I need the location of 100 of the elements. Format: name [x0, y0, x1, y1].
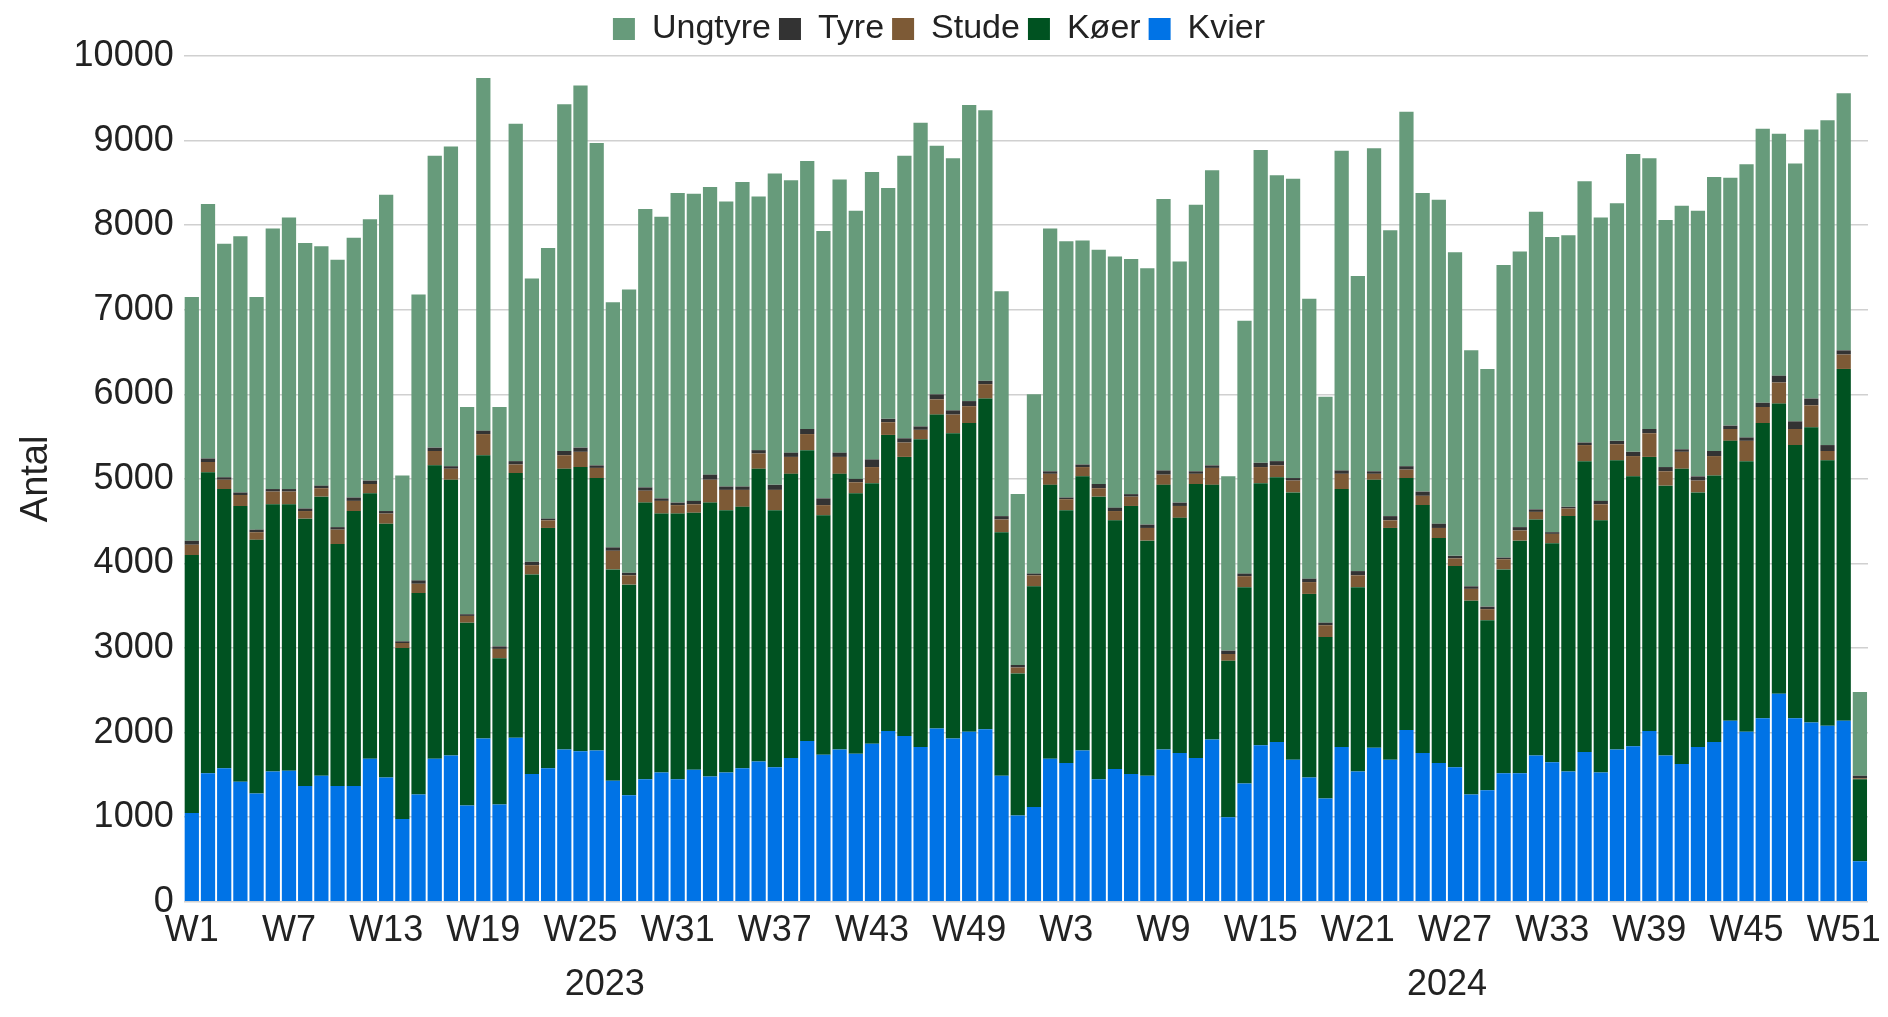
bar	[1674, 205, 1689, 450]
bar	[1043, 228, 1058, 472]
bar	[1447, 767, 1463, 902]
bar	[1528, 519, 1544, 756]
bar	[1253, 462, 1268, 468]
bar	[1755, 718, 1770, 902]
y-axis-title: Antal	[13, 435, 56, 523]
bar	[848, 753, 863, 902]
bar	[1318, 396, 1333, 623]
bar	[1366, 479, 1382, 748]
bar	[1140, 540, 1155, 776]
bar	[1156, 749, 1171, 902]
bar	[1188, 473, 1204, 484]
bar	[1642, 730, 1657, 902]
text: 2024	[1406, 961, 1487, 1003]
bar	[1739, 440, 1754, 462]
bar	[994, 516, 1009, 520]
bar	[1415, 495, 1430, 506]
bar	[281, 770, 297, 902]
bar	[1350, 275, 1365, 572]
bar	[686, 193, 701, 501]
bar	[265, 228, 280, 490]
bar	[1739, 731, 1754, 902]
bar	[1674, 468, 1689, 764]
bar	[1626, 746, 1641, 902]
bar	[1820, 450, 1835, 461]
bar	[1026, 394, 1042, 574]
bar	[1334, 470, 1349, 474]
bar	[1447, 558, 1463, 567]
bar	[994, 532, 1009, 776]
bar	[1156, 474, 1171, 485]
x-tick-label: W27	[1418, 908, 1493, 950]
bar	[1642, 456, 1657, 731]
bar	[443, 479, 459, 756]
bar	[1771, 403, 1787, 694]
bar	[1059, 763, 1074, 902]
bar	[508, 123, 523, 462]
bar	[1788, 718, 1803, 902]
bar	[298, 242, 313, 509]
bar	[994, 775, 1009, 902]
bar	[298, 785, 313, 902]
bar	[1172, 752, 1187, 902]
bar	[411, 294, 426, 581]
bar	[1512, 773, 1527, 902]
bar	[1204, 170, 1220, 466]
bar	[1026, 807, 1042, 902]
bar	[281, 504, 297, 771]
bar	[929, 394, 944, 400]
bar	[1707, 450, 1722, 457]
bar	[1107, 511, 1123, 521]
x-tick-label: W19	[446, 908, 521, 950]
bar	[330, 544, 345, 786]
bar	[1172, 505, 1187, 518]
bar	[362, 219, 378, 481]
bar	[881, 730, 896, 902]
bar	[1658, 755, 1673, 902]
bar	[686, 504, 701, 513]
bar	[411, 794, 426, 902]
bar	[476, 434, 491, 456]
bar	[1739, 461, 1754, 732]
bar	[702, 502, 718, 777]
bar	[1188, 471, 1204, 474]
bar	[314, 488, 329, 497]
bar	[1285, 480, 1301, 493]
bar	[1334, 150, 1349, 471]
bar	[1237, 576, 1252, 588]
bar	[816, 498, 831, 506]
bar	[767, 510, 782, 768]
bar	[573, 447, 588, 452]
bar	[654, 216, 669, 499]
bar	[1188, 483, 1204, 759]
bar	[1124, 505, 1139, 775]
bar	[1626, 476, 1641, 747]
x-tick-label: W51	[1806, 908, 1881, 950]
bar	[783, 452, 799, 457]
bar	[1820, 445, 1835, 451]
bar	[1836, 720, 1851, 902]
bar	[1788, 429, 1803, 446]
bar	[1269, 741, 1284, 902]
bar	[783, 456, 799, 474]
bar	[848, 210, 863, 479]
bar	[1091, 779, 1106, 902]
bar	[605, 547, 620, 551]
bar	[1334, 473, 1349, 490]
bar	[978, 398, 993, 730]
bar	[427, 465, 442, 759]
x-tick-label: W21	[1320, 908, 1395, 950]
bar	[1383, 759, 1398, 902]
bar	[1723, 440, 1738, 721]
bar	[686, 512, 701, 770]
x-tick-label: W25	[543, 908, 618, 950]
bar	[1464, 350, 1479, 587]
bar	[1204, 739, 1220, 902]
bar	[1204, 465, 1220, 468]
x-tick-label: W37	[737, 908, 812, 950]
bar	[1124, 774, 1139, 902]
bar	[200, 472, 216, 774]
bar	[1285, 178, 1301, 479]
bar	[1431, 763, 1446, 902]
bar	[621, 795, 637, 902]
